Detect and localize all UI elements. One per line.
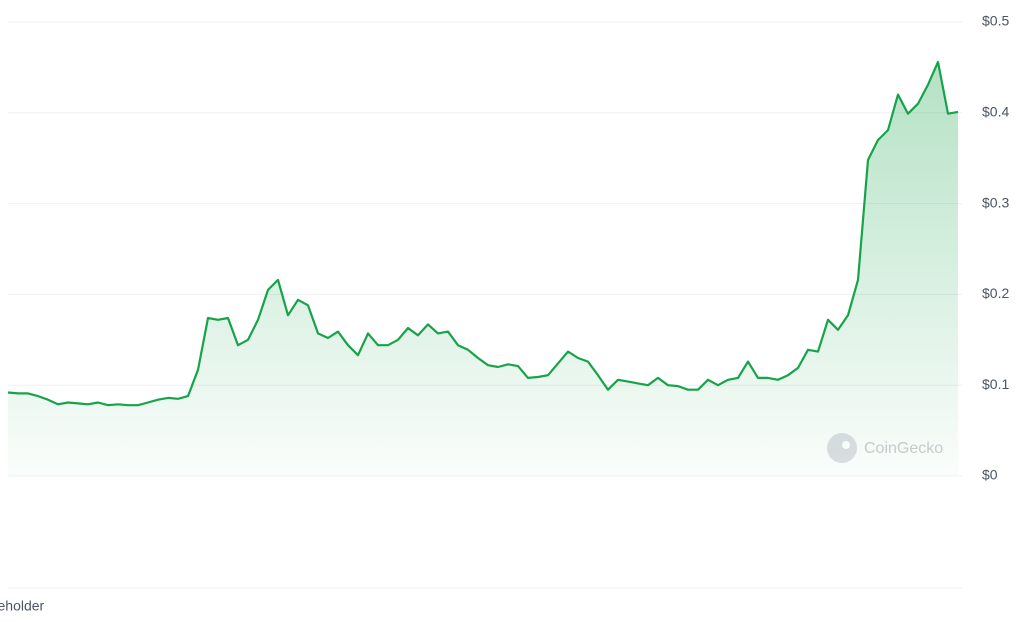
y-tick-label: $0: [982, 467, 998, 483]
price-line: [7, 60, 959, 407]
watermark-logo: [827, 433, 857, 463]
y-tick-label: $0.4: [982, 104, 1009, 120]
plot: [7, 60, 959, 476]
y-tick-label: $0.2: [982, 285, 1009, 301]
y-tick-label: $0.3: [982, 194, 1009, 210]
watermark-logo-eye: [842, 441, 850, 449]
y-tick-label: $0.5: [982, 13, 1009, 29]
watermark-text: CoinGecko: [864, 440, 943, 457]
x-tick-label: placeholder: [0, 598, 45, 614]
area-fill: [8, 62, 958, 476]
y-tick-label: $0.1: [982, 376, 1009, 392]
watermark: CoinGecko: [827, 433, 943, 463]
labels: $0 $0.1 $0.2 $0.3 $0.4 $0.5 placeholder: [0, 13, 1009, 614]
